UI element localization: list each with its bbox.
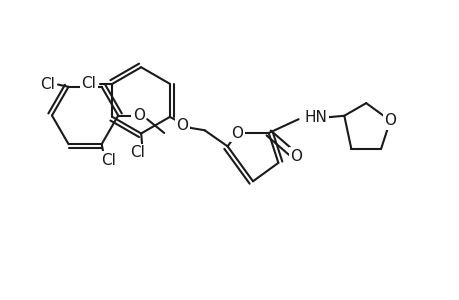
Text: Cl: Cl [101, 153, 116, 168]
Text: O: O [176, 118, 188, 133]
Text: Cl: Cl [130, 145, 145, 160]
Text: O: O [383, 113, 395, 128]
Text: Cl: Cl [81, 76, 96, 91]
Text: O: O [231, 125, 243, 140]
Text: O: O [133, 108, 145, 123]
Text: O: O [290, 148, 302, 164]
Text: HN: HN [303, 110, 326, 125]
Text: Cl: Cl [40, 77, 55, 92]
